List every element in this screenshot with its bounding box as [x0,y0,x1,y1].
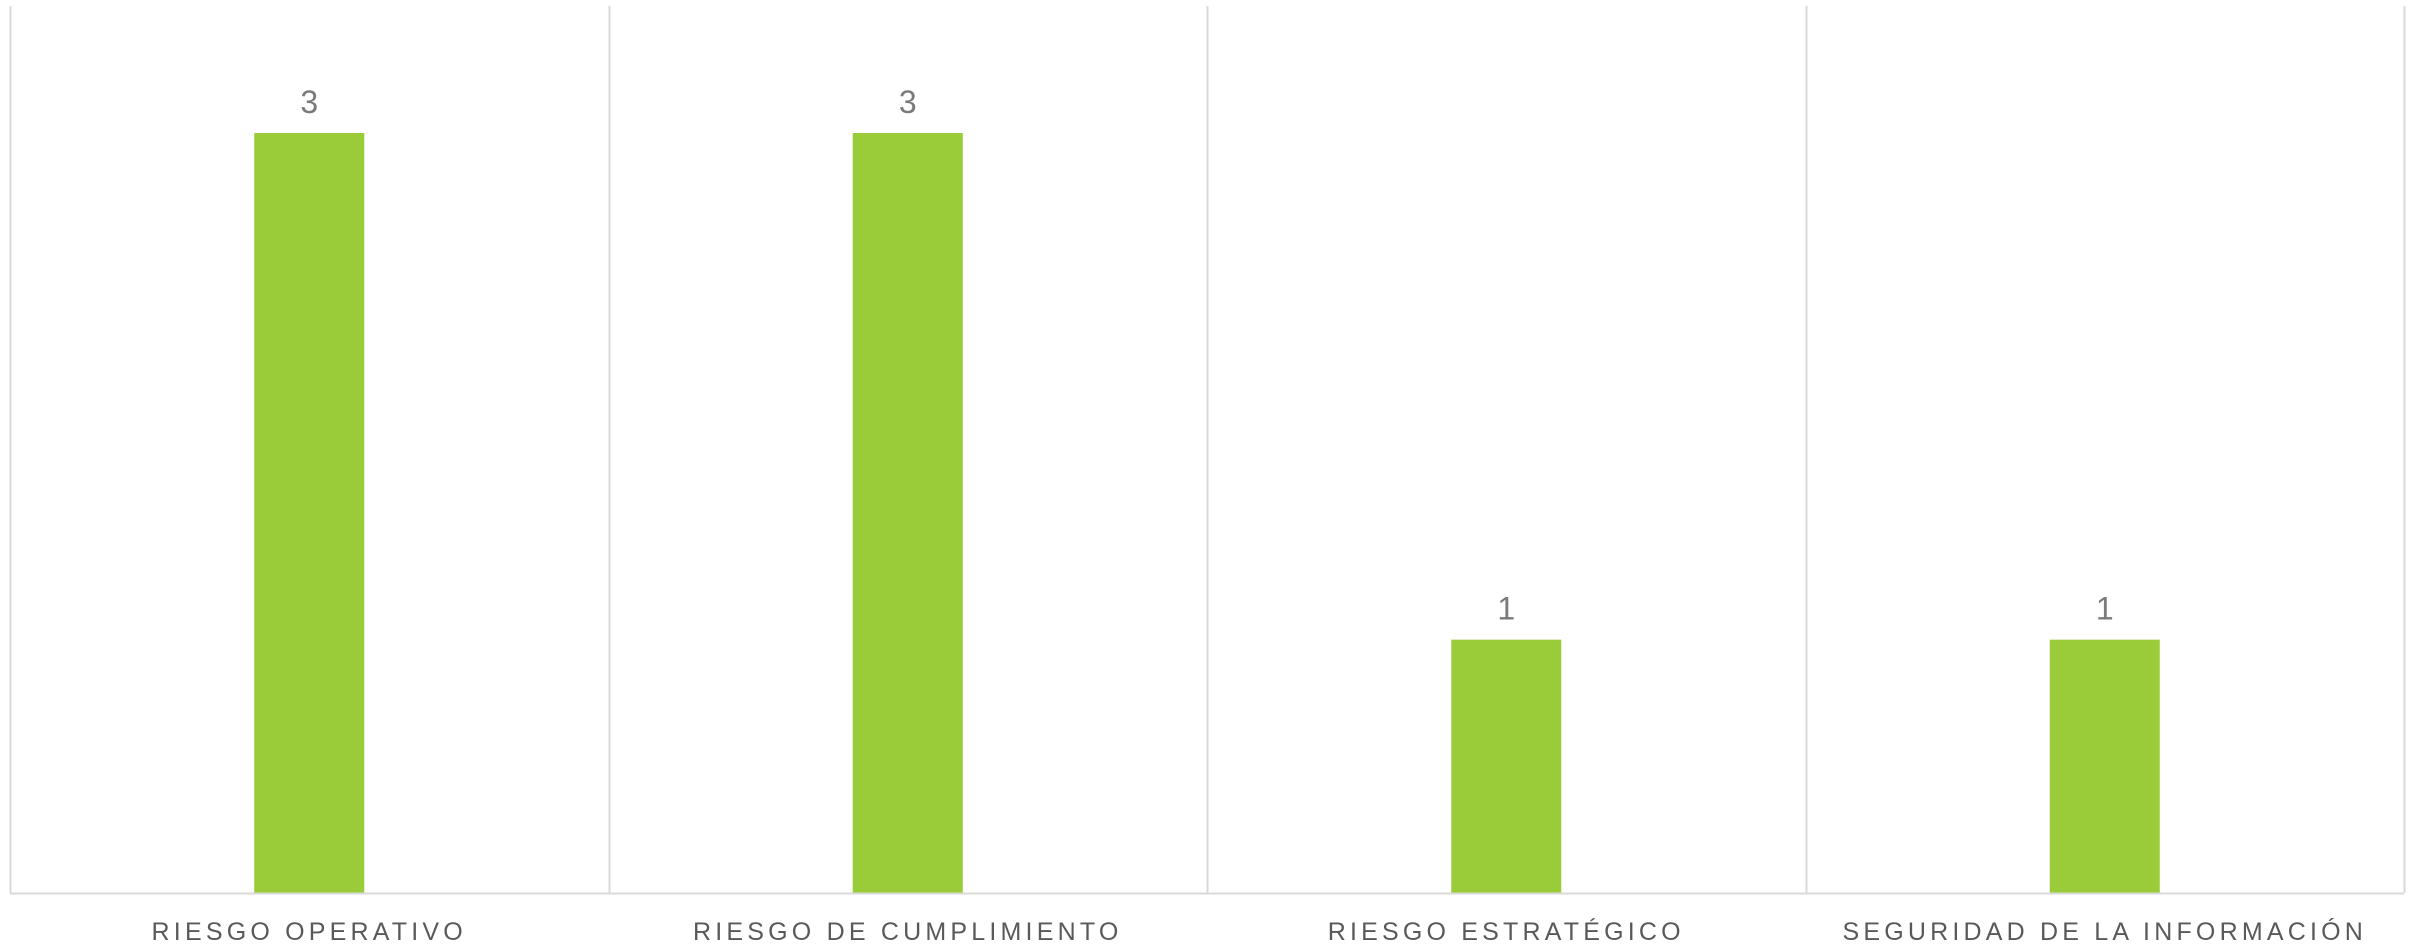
data-label: 3 [899,84,917,120]
bars [254,133,2160,893]
bar [1451,639,1562,893]
bar [254,133,365,893]
data-label: 3 [300,84,318,120]
bar [852,133,963,893]
category-label: RIESGO DE CUMPLIMIENTO [693,918,1123,946]
bar [2049,639,2160,893]
category-label: RIESGO OPERATIVO [152,918,467,946]
data-label: 1 [2096,591,2114,627]
data-label: 1 [1497,591,1515,627]
gridlines [9,6,2406,893]
data-labels: 3 3 1 1 [300,84,2113,627]
category-label: SEGURIDAD DE LA INFORMACIÓN [1842,917,2367,946]
category-labels: RIESGO OPERATIVO RIESGO DE CUMPLIMIENTO RI… [152,917,2367,946]
category-label: RIESGO ESTRATÉGICO [1328,917,1685,946]
